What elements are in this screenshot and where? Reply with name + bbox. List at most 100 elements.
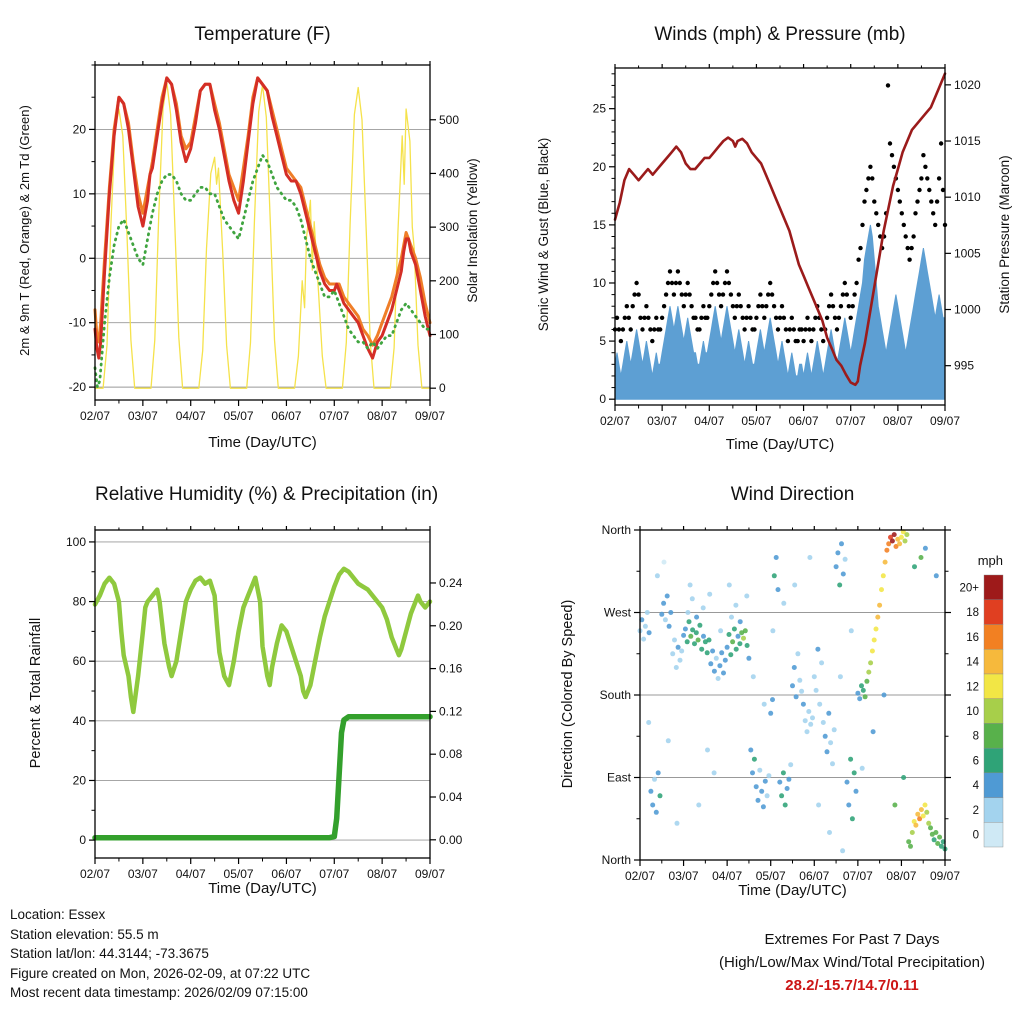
svg-text:16: 16 bbox=[966, 632, 979, 644]
svg-text:0.08: 0.08 bbox=[439, 747, 463, 761]
svg-text:08/07: 08/07 bbox=[886, 869, 916, 883]
svg-text:995: 995 bbox=[954, 359, 974, 373]
svg-text:05/07: 05/07 bbox=[741, 414, 771, 428]
svg-text:200: 200 bbox=[439, 274, 459, 288]
figure-created-timestamp: Figure created on Mon, 2026-02-09, at 07… bbox=[10, 965, 311, 981]
svg-text:0.24: 0.24 bbox=[439, 576, 463, 590]
svg-text:0: 0 bbox=[79, 251, 86, 265]
svg-text:12: 12 bbox=[966, 681, 979, 693]
winds-pressure-chart-title: Winds (mph) & Pressure (mb) bbox=[654, 24, 906, 45]
direction-xaxis-label: Time (Day/UTC) bbox=[738, 882, 847, 899]
extremes-block: Extremes For Past 7 Days (High/Low/Max W… bbox=[662, 928, 1024, 997]
svg-text:North: North bbox=[602, 853, 631, 867]
svg-text:08/07: 08/07 bbox=[367, 867, 397, 881]
extremes-subtitle: (High/Low/Max Wind/Total Precipitation) bbox=[719, 954, 985, 971]
humidity-precip-chart: 02/07 03/07 04/07 05/07 06/07 07/07 08/07 09/07… bbox=[66, 526, 463, 881]
svg-text:05/07: 05/07 bbox=[224, 409, 254, 423]
svg-text:05/07: 05/07 bbox=[756, 869, 786, 883]
station-location: Location: Essex bbox=[10, 907, 106, 922]
svg-text:08/07: 08/07 bbox=[367, 409, 397, 423]
svg-text:10: 10 bbox=[73, 187, 87, 201]
svg-text:100: 100 bbox=[66, 535, 86, 549]
svg-text:1015: 1015 bbox=[954, 134, 981, 148]
svg-text:20+: 20+ bbox=[959, 582, 979, 594]
svg-text:07/07: 07/07 bbox=[319, 867, 349, 881]
svg-text:20: 20 bbox=[73, 122, 87, 136]
svg-text:10: 10 bbox=[593, 276, 607, 290]
svg-text:06/07: 06/07 bbox=[799, 869, 829, 883]
svg-text:mph: mph bbox=[978, 553, 1003, 568]
svg-text:0.04: 0.04 bbox=[439, 790, 463, 804]
solar-insolation-yaxis-label: Solar Insolation (Yellow) bbox=[465, 158, 480, 303]
svg-text:07/07: 07/07 bbox=[836, 414, 866, 428]
svg-text:0: 0 bbox=[599, 392, 606, 406]
svg-text:1020: 1020 bbox=[954, 78, 981, 92]
station-latlon: Station lat/lon: 44.3144; -73.3675 bbox=[10, 946, 209, 961]
svg-text:500: 500 bbox=[439, 113, 459, 127]
temperature-chart: 02/07 03/07 04/07 05/07 06/07 07/07 08/07 09/07… bbox=[69, 61, 459, 423]
svg-text:-10: -10 bbox=[69, 316, 87, 330]
direction-yaxis-label: Direction (Colored By Speed) bbox=[560, 599, 576, 789]
svg-text:1005: 1005 bbox=[954, 246, 981, 260]
humidity-precip-chart-title: Relative Humidity (%) & Precipitation (i… bbox=[95, 484, 439, 505]
wind-direction-chart: 02/07 03/07 04/07 05/07 06/07 07/07 08/07 09/07… bbox=[600, 523, 1004, 883]
svg-text:06/07: 06/07 bbox=[789, 414, 819, 428]
svg-text:04/07: 04/07 bbox=[694, 414, 724, 428]
svg-text:18: 18 bbox=[966, 607, 979, 619]
svg-text:25: 25 bbox=[593, 102, 607, 116]
svg-text:03/07: 03/07 bbox=[128, 867, 158, 881]
humidity-xaxis-label: Time (Day/UTC) bbox=[208, 880, 317, 897]
svg-text:0.00: 0.00 bbox=[439, 833, 463, 847]
temperature-xaxis-label: Time (Day/UTC) bbox=[208, 434, 317, 451]
svg-text:North: North bbox=[602, 523, 631, 537]
svg-text:02/07: 02/07 bbox=[80, 867, 110, 881]
svg-text:03/07: 03/07 bbox=[647, 414, 677, 428]
svg-text:03/07: 03/07 bbox=[669, 869, 699, 883]
svg-text:20: 20 bbox=[73, 773, 87, 787]
svg-text:09/07: 09/07 bbox=[930, 414, 960, 428]
svg-text:04/07: 04/07 bbox=[712, 869, 742, 883]
svg-text:08/07: 08/07 bbox=[883, 414, 913, 428]
svg-text:South: South bbox=[600, 688, 631, 702]
extremes-values: 28.2/-15.7/14.7/0.11 bbox=[785, 977, 919, 994]
svg-text:0.12: 0.12 bbox=[439, 704, 463, 718]
svg-text:300: 300 bbox=[439, 220, 459, 234]
svg-text:10: 10 bbox=[966, 706, 979, 718]
svg-text:2: 2 bbox=[973, 805, 979, 817]
humidity-yaxis-label: Percent & Total Rainfall bbox=[28, 617, 44, 769]
svg-text:07/07: 07/07 bbox=[843, 869, 873, 883]
svg-text:East: East bbox=[607, 771, 632, 785]
wind-direction-chart-title: Wind Direction bbox=[730, 484, 855, 505]
svg-text:02/07: 02/07 bbox=[625, 869, 655, 883]
svg-text:06/07: 06/07 bbox=[271, 867, 301, 881]
svg-text:100: 100 bbox=[439, 328, 459, 342]
most-recent-data-timestamp: Most recent data timestamp: 2026/02/09 0… bbox=[10, 985, 308, 1000]
svg-text:05/07: 05/07 bbox=[224, 867, 254, 881]
svg-text:6: 6 bbox=[973, 755, 979, 767]
svg-text:03/07: 03/07 bbox=[128, 409, 158, 423]
svg-text:04/07: 04/07 bbox=[176, 867, 206, 881]
svg-text:0.16: 0.16 bbox=[439, 662, 463, 676]
svg-text:14: 14 bbox=[966, 657, 979, 669]
svg-text:15: 15 bbox=[593, 218, 607, 232]
svg-text:04/07: 04/07 bbox=[176, 409, 206, 423]
svg-text:60: 60 bbox=[73, 654, 87, 668]
svg-text:06/07: 06/07 bbox=[271, 409, 301, 423]
temperature-chart-title: Temperature (F) bbox=[194, 24, 331, 45]
svg-text:02/07: 02/07 bbox=[600, 414, 630, 428]
winds-pressure-chart: 02/07 03/07 04/07 05/07 06/07 07/07 08/07 09/07… bbox=[593, 64, 981, 428]
svg-text:09/07: 09/07 bbox=[415, 867, 445, 881]
svg-text:-20: -20 bbox=[69, 380, 87, 394]
svg-text:400: 400 bbox=[439, 166, 459, 180]
svg-text:1010: 1010 bbox=[954, 190, 981, 204]
svg-text:80: 80 bbox=[73, 595, 87, 609]
svg-text:4: 4 bbox=[973, 780, 980, 792]
svg-text:0: 0 bbox=[439, 381, 446, 395]
svg-text:5: 5 bbox=[599, 334, 606, 348]
svg-text:20: 20 bbox=[593, 160, 607, 174]
svg-text:02/07: 02/07 bbox=[80, 409, 110, 423]
svg-text:8: 8 bbox=[973, 731, 979, 743]
svg-text:07/07: 07/07 bbox=[319, 409, 349, 423]
svg-text:40: 40 bbox=[73, 714, 87, 728]
